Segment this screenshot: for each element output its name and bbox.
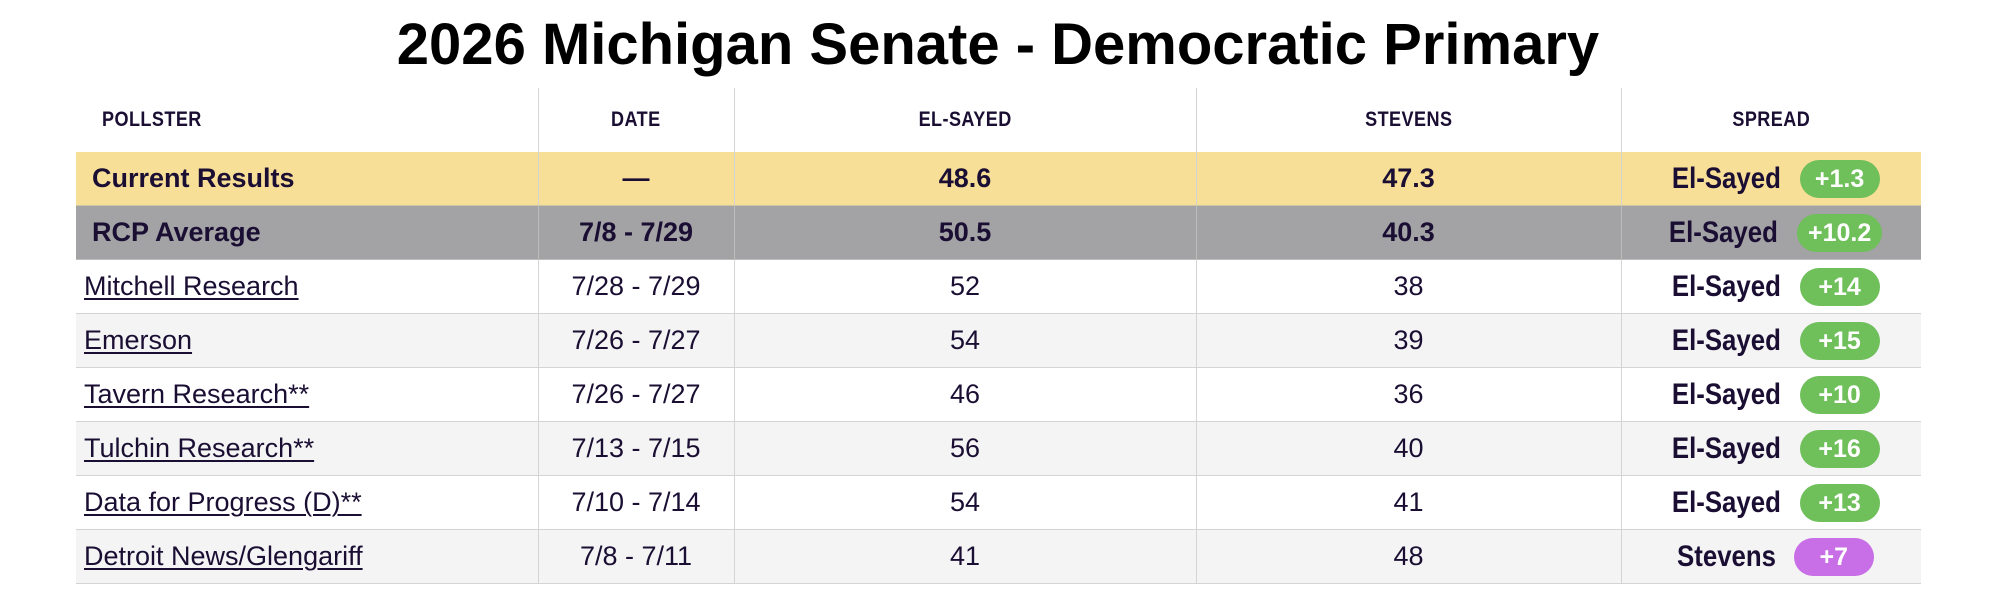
spread-badge: +10 bbox=[1799, 375, 1880, 414]
rcp-average-row: RCP Average 7/8 - 7/29 50.5 40.3 El-Saye… bbox=[76, 205, 1921, 260]
date-cell: 7/26 - 7/27 bbox=[537, 367, 734, 422]
pollster-cell: Emerson bbox=[76, 313, 538, 368]
polls-table: POLLSTER DATE EL-SAYED STEVENS SPREAD Cu… bbox=[76, 88, 1921, 584]
stevens-cell: 40 bbox=[1195, 421, 1621, 476]
spread-badge: +16 bbox=[1799, 429, 1880, 468]
spread-leader: El-Sayed bbox=[1671, 431, 1781, 465]
pollster-cell: RCP Average bbox=[76, 205, 538, 260]
column-header-spread: SPREAD bbox=[1620, 88, 1921, 152]
spread-badge: +14 bbox=[1799, 267, 1880, 306]
spread-cell: El-Sayed +15 bbox=[1620, 313, 1921, 368]
pollster-link[interactable]: Detroit News/Glengariff bbox=[84, 541, 363, 571]
pollster-cell: Current Results bbox=[76, 152, 538, 206]
el-sayed-cell: 54 bbox=[733, 475, 1196, 530]
el-sayed-cell: 46 bbox=[733, 367, 1196, 422]
stevens-cell: 40.3 bbox=[1195, 205, 1621, 260]
spread-cell: El-Sayed +1.3 bbox=[1620, 152, 1921, 206]
pollster-cell: Mitchell Research bbox=[76, 259, 538, 314]
table-header-row: POLLSTER DATE EL-SAYED STEVENS SPREAD bbox=[76, 88, 1921, 152]
spread-cell: El-Sayed +10 bbox=[1620, 367, 1921, 422]
pollster-link[interactable]: Data for Progress (D)** bbox=[84, 487, 362, 517]
spread-cell: Stevens +7 bbox=[1620, 529, 1921, 584]
page-title: 2026 Michigan Senate - Democratic Primar… bbox=[396, 12, 1600, 77]
spread-leader: El-Sayed bbox=[1671, 485, 1781, 519]
pollster-link[interactable]: Mitchell Research bbox=[84, 271, 299, 301]
stevens-cell: 38 bbox=[1195, 259, 1621, 314]
pollster-cell: Tavern Research** bbox=[76, 367, 538, 422]
table-row: Tulchin Research** 7/13 - 7/15 56 40 El-… bbox=[76, 421, 1921, 476]
spread-cell: El-Sayed +16 bbox=[1620, 421, 1921, 476]
el-sayed-cell: 41 bbox=[733, 529, 1196, 584]
spread-leader: El-Sayed bbox=[1671, 269, 1781, 303]
date-cell: — bbox=[537, 152, 734, 206]
table-row: Detroit News/Glengariff 7/8 - 7/11 41 48… bbox=[76, 529, 1921, 584]
table-row: Mitchell Research 7/28 - 7/29 52 38 El-S… bbox=[76, 259, 1921, 314]
column-header-pollster: POLLSTER bbox=[102, 108, 202, 131]
pollster-cell: Detroit News/Glengariff bbox=[76, 529, 538, 584]
stevens-cell: 48 bbox=[1195, 529, 1621, 584]
table-row: Data for Progress (D)** 7/10 - 7/14 54 4… bbox=[76, 475, 1921, 530]
stevens-cell: 39 bbox=[1195, 313, 1621, 368]
spread-badge: +10.2 bbox=[1796, 213, 1883, 252]
spread-badge: +15 bbox=[1799, 321, 1880, 360]
column-header-el-sayed: EL-SAYED bbox=[733, 88, 1196, 152]
date-cell: 7/28 - 7/29 bbox=[537, 259, 734, 314]
date-cell: 7/10 - 7/14 bbox=[537, 475, 734, 530]
pollster-cell: Tulchin Research** bbox=[76, 421, 538, 476]
current-results-row: Current Results — 48.6 47.3 El-Sayed +1.… bbox=[76, 152, 1921, 206]
pollster-link[interactable]: Tavern Research** bbox=[84, 379, 310, 409]
el-sayed-cell: 54 bbox=[733, 313, 1196, 368]
column-header-stevens: STEVENS bbox=[1195, 88, 1621, 152]
date-cell: 7/26 - 7/27 bbox=[537, 313, 734, 368]
pollster-cell: Data for Progress (D)** bbox=[76, 475, 538, 530]
spread-leader: Stevens bbox=[1676, 539, 1776, 573]
el-sayed-cell: 48.6 bbox=[733, 152, 1196, 206]
el-sayed-cell: 50.5 bbox=[733, 205, 1196, 260]
spread-leader: El-Sayed bbox=[1671, 377, 1781, 411]
spread-badge: +7 bbox=[1793, 537, 1874, 576]
spread-badge: +13 bbox=[1799, 483, 1880, 522]
el-sayed-cell: 52 bbox=[733, 259, 1196, 314]
spread-cell: El-Sayed +13 bbox=[1620, 475, 1921, 530]
table-row: Tavern Research** 7/26 - 7/27 46 36 El-S… bbox=[76, 367, 1921, 422]
spread-badge: +1.3 bbox=[1799, 159, 1880, 198]
date-cell: 7/13 - 7/15 bbox=[537, 421, 734, 476]
column-header-date: DATE bbox=[537, 88, 734, 152]
spread-leader: El-Sayed bbox=[1671, 161, 1781, 195]
pollster-link[interactable]: Tulchin Research** bbox=[84, 433, 315, 463]
date-cell: 7/8 - 7/29 bbox=[537, 205, 734, 260]
el-sayed-cell: 56 bbox=[733, 421, 1196, 476]
spread-leader: El-Sayed bbox=[1669, 215, 1779, 249]
spread-cell: El-Sayed +14 bbox=[1620, 259, 1921, 314]
table-row: Emerson 7/26 - 7/27 54 39 El-Sayed +15 bbox=[76, 313, 1921, 368]
stevens-cell: 36 bbox=[1195, 367, 1621, 422]
date-cell: 7/8 - 7/11 bbox=[537, 529, 734, 584]
spread-leader: El-Sayed bbox=[1671, 323, 1781, 357]
stevens-cell: 41 bbox=[1195, 475, 1621, 530]
pollster-link[interactable]: Emerson bbox=[84, 325, 193, 355]
stevens-cell: 47.3 bbox=[1195, 152, 1621, 206]
spread-cell: El-Sayed +10.2 bbox=[1620, 205, 1921, 260]
